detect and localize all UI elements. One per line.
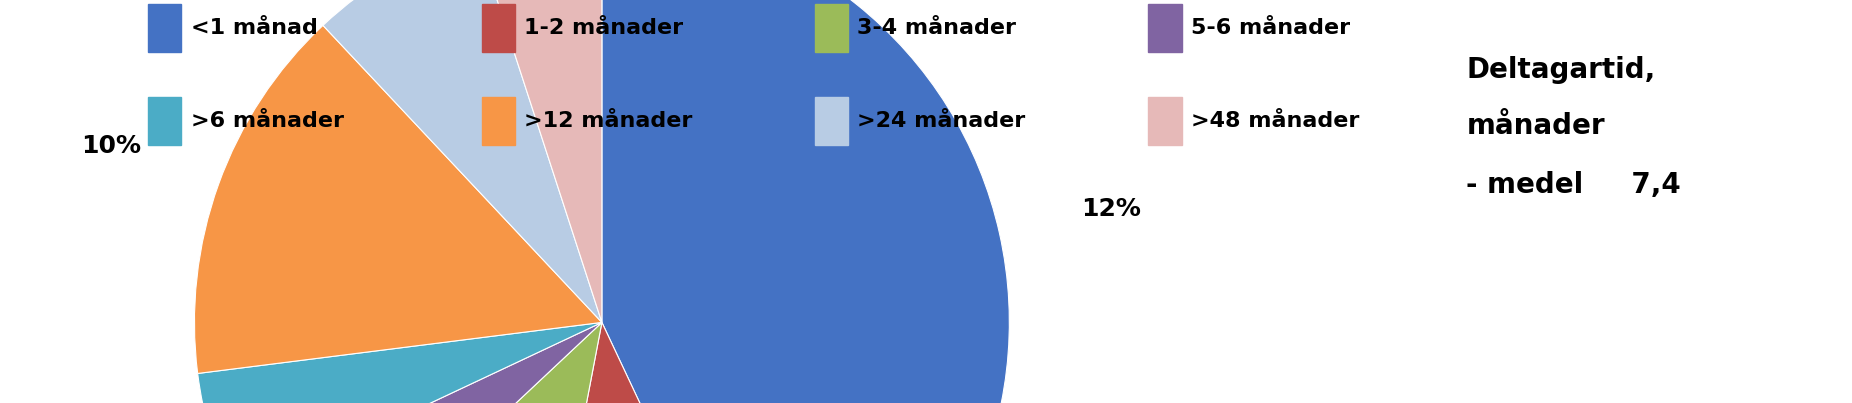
Text: 1-2 månader: 1-2 månader: [524, 18, 683, 38]
Wedge shape: [526, 322, 776, 403]
Text: >12 månader: >12 månader: [524, 111, 693, 131]
Text: 3-4 månader: 3-4 månader: [857, 18, 1017, 38]
Wedge shape: [602, 0, 1009, 403]
Text: 5-6 månader: 5-6 månader: [1191, 18, 1350, 38]
Text: >6 månader: >6 månader: [191, 111, 344, 131]
Wedge shape: [322, 0, 602, 322]
Wedge shape: [198, 322, 602, 403]
Wedge shape: [476, 0, 602, 322]
Text: >48 månader: >48 månader: [1191, 111, 1359, 131]
Wedge shape: [233, 322, 602, 403]
Text: >24 månader: >24 månader: [857, 111, 1026, 131]
Text: 10%: 10%: [81, 134, 141, 158]
Text: - medel     7,4: - medel 7,4: [1467, 171, 1682, 199]
Text: 12%: 12%: [1082, 197, 1141, 220]
Wedge shape: [306, 322, 602, 403]
Text: <1 månad: <1 månad: [191, 18, 319, 38]
Wedge shape: [194, 25, 602, 374]
Text: Deltagartid,: Deltagartid,: [1467, 56, 1656, 83]
Text: månader: månader: [1467, 112, 1606, 140]
